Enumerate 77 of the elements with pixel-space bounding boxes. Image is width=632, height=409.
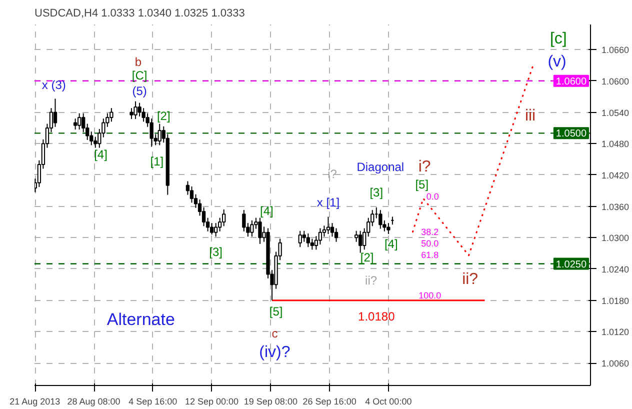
annotation: [4] — [384, 236, 398, 251]
annotation: [4] — [94, 148, 108, 162]
candlestick — [310, 238, 314, 250]
annotation: [2] — [360, 250, 374, 265]
y-tick-label: 1.0480 — [602, 139, 630, 150]
annotation: i? — [328, 166, 338, 181]
candlestick — [354, 230, 358, 242]
candlestick — [134, 100, 138, 120]
candlestick — [214, 222, 218, 238]
annotation: [1] — [150, 154, 164, 168]
y-tick-label: 1.0660 — [602, 45, 630, 56]
annotation: [c] — [550, 30, 567, 48]
annotation: x [1] — [316, 196, 340, 210]
annotation: Alternate — [106, 310, 175, 330]
y-tick-label: 1.0300 — [602, 233, 630, 244]
annotation: [3] — [370, 186, 384, 200]
annotation: 50.0 — [421, 238, 439, 248]
y-tick-label: 1.0360 — [602, 202, 630, 212]
candlestick — [258, 217, 262, 244]
ref-line-label: 1.0250 — [556, 259, 587, 270]
candlestick — [330, 222, 334, 238]
annotation: [5] — [415, 177, 429, 192]
candlestick — [358, 230, 362, 254]
candlestick — [250, 220, 254, 238]
candlestick — [326, 216, 330, 234]
candlestick — [53, 98, 58, 128]
line-series — [412, 65, 534, 256]
candlestick — [306, 232, 310, 248]
annotation: [3] — [209, 244, 222, 259]
y-tick-label: 1.0120 — [602, 327, 630, 338]
annotation: c — [272, 326, 278, 340]
annotation: i? — [418, 158, 431, 176]
candlestick — [82, 112, 86, 133]
annotation: 38.2 — [421, 226, 439, 237]
x-tick-label: 4 Sep 16:00 — [128, 396, 178, 406]
candlestick — [77, 112, 82, 130]
annotation: x (3) — [42, 78, 66, 92]
y-tick-label: 1.0240 — [602, 264, 630, 274]
y-tick-label: 1.0420 — [602, 170, 630, 180]
x-tick-label: 12 Sep 00:00 — [185, 396, 239, 406]
annotation: [5] — [269, 304, 283, 318]
x-tick-label: 19 Sep 08:00 — [244, 396, 298, 406]
candlestick — [318, 228, 322, 245]
annotation: 61.8 — [421, 250, 439, 260]
annotation: (iv)? — [259, 344, 290, 362]
candlestick — [378, 209, 382, 230]
x-tick-label: 4 Oct 00:00 — [365, 396, 412, 406]
annotation: ii? — [462, 270, 478, 288]
annotation: b — [134, 55, 142, 70]
y-tick-label: 1.0060 — [602, 358, 630, 369]
y-tick-label: 1.0600 — [602, 76, 630, 86]
annotation: (5) — [132, 84, 147, 98]
annotation: Diagonal — [356, 160, 404, 174]
y-tick-label: 1.0540 — [602, 108, 630, 118]
candlestick — [298, 230, 302, 248]
candlestick — [73, 118, 78, 130]
candlestick — [194, 194, 198, 208]
annotation: [C] — [132, 68, 148, 83]
annotation: ii? — [365, 273, 378, 288]
candlestick — [130, 108, 134, 120]
annotation: 0.0 — [426, 191, 439, 202]
annotation: [2] — [156, 108, 170, 123]
x-tick-label: 26 Sep 16:00 — [302, 396, 356, 406]
annotation: iii — [524, 107, 536, 124]
chart-title: USDCAD,H4 1.0333 1.0340 1.0325 1.0333 — [34, 8, 245, 20]
ref-line-label: 1.0500 — [556, 128, 587, 140]
annotation: (v) — [548, 54, 566, 71]
ref-line-label: 1.0600 — [556, 76, 587, 88]
annotation: 100.0 — [418, 290, 442, 301]
candlestick — [334, 228, 338, 242]
annotation: 1.0180 — [358, 310, 396, 324]
y-tick-label: 1.0180 — [602, 296, 630, 306]
candlestick — [158, 123, 162, 146]
x-tick-label: 21 Aug 2013 — [10, 396, 60, 406]
x-tick-label: 28 Aug 08:00 — [67, 396, 120, 406]
candlestick — [386, 222, 390, 234]
annotation: [4] — [260, 204, 274, 218]
